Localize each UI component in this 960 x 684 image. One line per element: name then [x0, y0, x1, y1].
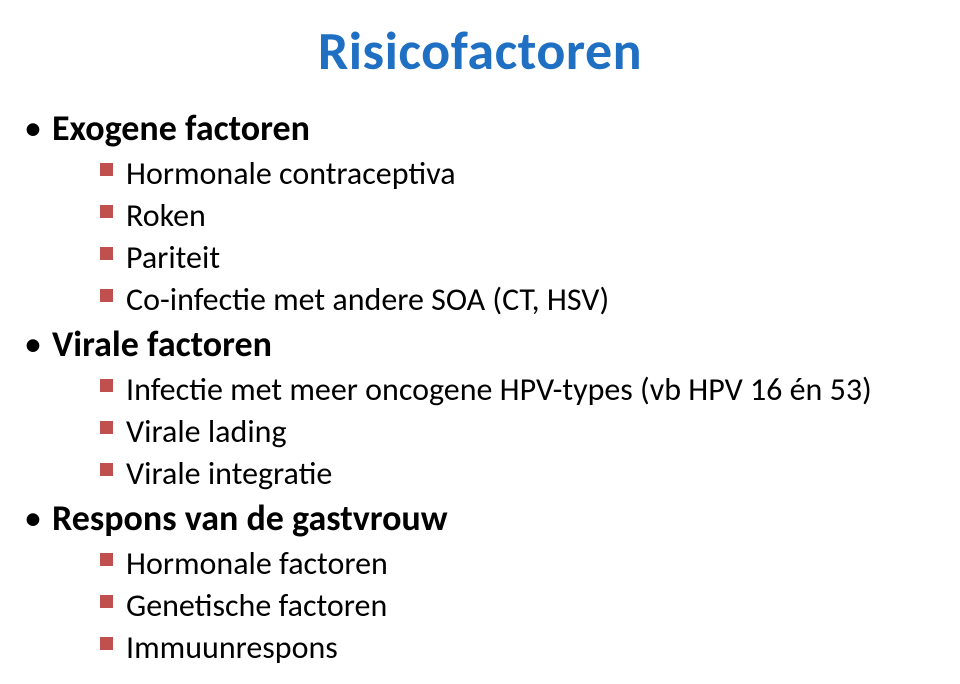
square-bullet-icon — [100, 544, 126, 570]
list-item: Hormonale contraceptiva — [100, 154, 960, 193]
list-item: Roken — [100, 196, 960, 235]
square-bullet-icon — [100, 454, 126, 480]
lvl2-label: Immuunrespons — [126, 628, 338, 667]
lvl2-label: Pariteit — [126, 238, 220, 277]
list-item: Pariteit — [100, 238, 960, 277]
list-item: Immuunrespons — [100, 628, 960, 667]
square-bullet-icon — [100, 370, 126, 396]
list-item: Virale lading — [100, 412, 960, 451]
list-item: Infectie met meer oncogene HPV-types (vb… — [100, 370, 960, 409]
list-item: Genetische factoren — [100, 586, 960, 625]
square-bullet-icon — [100, 280, 126, 306]
lvl1-label: Respons van de gastvrouw — [52, 496, 448, 540]
lvl2-label: Virale lading — [126, 412, 287, 451]
lvl1-label: Exogene factoren — [52, 106, 310, 150]
list-item: • Respons van de gastvrouw — [22, 496, 960, 540]
dot-bullet-icon: • — [22, 496, 52, 540]
slide: Risicofactoren • Exogene factoren Hormon… — [0, 0, 960, 684]
square-bullet-icon — [100, 238, 126, 264]
lvl2-label: Hormonale factoren — [126, 544, 388, 583]
lvl2-label: Hormonale contraceptiva — [126, 154, 456, 193]
dot-bullet-icon: • — [22, 322, 52, 366]
lvl2-label: Roken — [126, 196, 206, 235]
square-bullet-icon — [100, 628, 126, 654]
lvl2-label: Infectie met meer oncogene HPV-types (vb… — [126, 370, 872, 409]
square-bullet-icon — [100, 196, 126, 222]
lvl1-label: Virale factoren — [52, 322, 272, 366]
square-bullet-icon — [100, 154, 126, 180]
lvl2-label: Co-infectie met andere SOA (CT, HSV) — [126, 280, 609, 319]
list-item: Hormonale factoren — [100, 544, 960, 583]
slide-title: Risicofactoren — [0, 18, 960, 84]
lvl2-label: Virale integratie — [126, 454, 332, 493]
dot-bullet-icon: • — [22, 106, 52, 150]
square-bullet-icon — [100, 586, 126, 612]
lvl2-label: Genetische factoren — [126, 586, 387, 625]
square-bullet-icon — [100, 412, 126, 438]
list-item: Virale integratie — [100, 454, 960, 493]
list-item: Co-infectie met andere SOA (CT, HSV) — [100, 280, 960, 319]
list-item: • Exogene factoren — [22, 106, 960, 150]
list-item: • Virale factoren — [22, 322, 960, 366]
bullet-content: • Exogene factoren Hormonale contracepti… — [0, 84, 960, 667]
